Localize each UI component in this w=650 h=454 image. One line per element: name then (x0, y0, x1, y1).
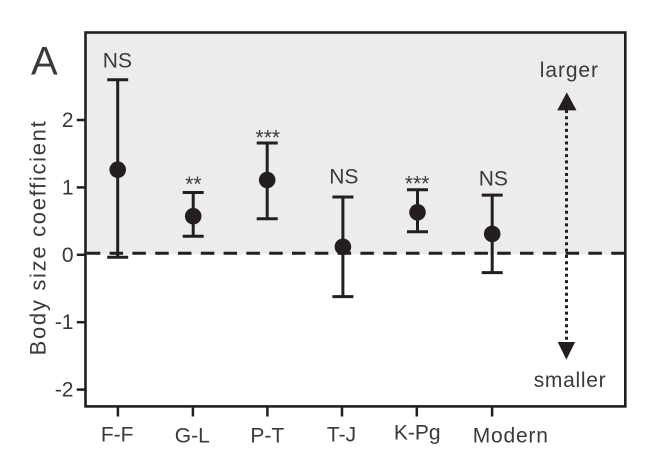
svg-text:2: 2 (62, 109, 74, 132)
svg-text:-1: -1 (55, 311, 74, 334)
svg-text:F-F: F-F (101, 424, 134, 447)
svg-text:G-L: G-L (175, 424, 210, 447)
svg-text:1: 1 (62, 176, 74, 199)
svg-text:NS: NS (329, 165, 358, 188)
svg-text:smaller: smaller (534, 369, 607, 392)
svg-text:***: *** (256, 126, 281, 149)
svg-text:P-T: P-T (250, 424, 284, 447)
svg-text:T-J: T-J (327, 424, 356, 447)
svg-text:**: ** (185, 173, 201, 196)
svg-text:NS: NS (479, 168, 508, 191)
svg-text:-2: -2 (55, 379, 74, 402)
svg-text:A: A (31, 40, 58, 84)
svg-text:NS: NS (103, 49, 132, 72)
svg-text:Body size coefficient: Body size coefficient (26, 120, 51, 356)
svg-text:K-Pg: K-Pg (394, 422, 441, 445)
svg-text:larger: larger (540, 59, 599, 82)
svg-text:***: *** (405, 172, 430, 195)
svg-text:Modern: Modern (473, 425, 549, 448)
svg-text:0: 0 (62, 244, 74, 267)
